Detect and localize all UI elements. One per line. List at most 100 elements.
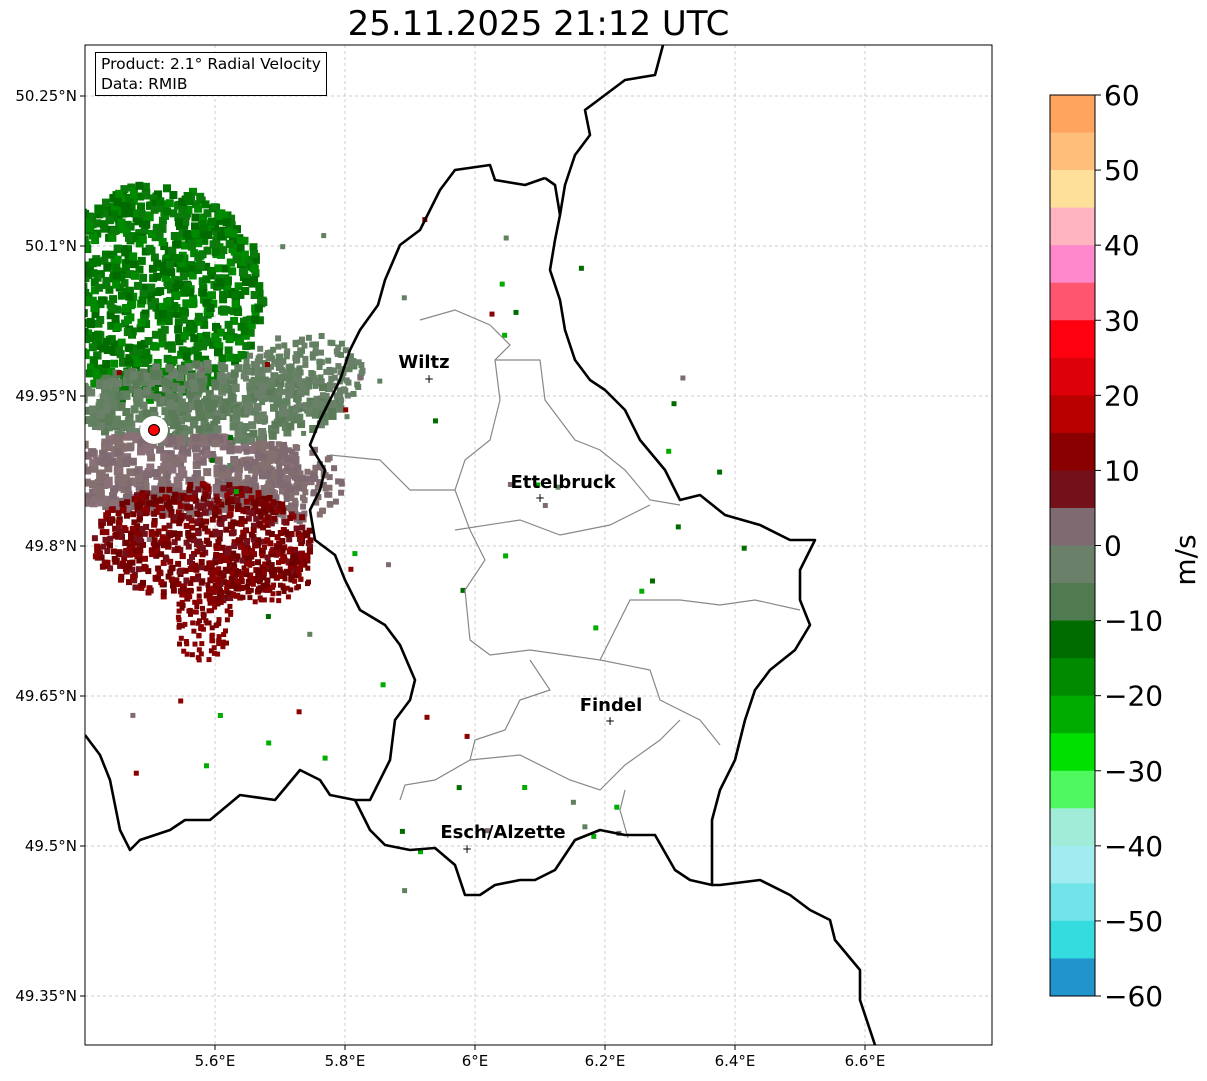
echo-pixel xyxy=(185,197,194,206)
echo-pixel xyxy=(101,427,109,436)
echo-pixel xyxy=(62,266,70,274)
lon-tick-label: 5.6°E xyxy=(195,1052,236,1070)
echo-pixel xyxy=(69,474,77,482)
echo-pixel xyxy=(308,370,315,376)
colorbar-tick-label: 60 xyxy=(1104,79,1140,112)
echo-pixel xyxy=(112,369,121,378)
echo-pixel xyxy=(328,411,337,420)
echo-pixel xyxy=(322,472,329,479)
echo-pixel xyxy=(187,482,194,488)
echo-pixel xyxy=(282,576,288,582)
echo-pixel xyxy=(224,320,233,329)
echo-pixel xyxy=(179,553,186,559)
echo-pixel xyxy=(250,264,259,273)
echo-pixel xyxy=(134,388,143,396)
echo-pixel xyxy=(187,558,193,565)
echo-pixel xyxy=(129,543,136,550)
echo-pixel xyxy=(139,525,146,532)
echo-pixel xyxy=(159,367,168,376)
lon-tick-label: 6.6°E xyxy=(845,1052,886,1070)
echo-pixel xyxy=(216,558,223,564)
echo-pixel xyxy=(147,378,155,387)
echo-pixel xyxy=(293,573,299,579)
echo-pixel xyxy=(170,302,179,310)
echo-pixel xyxy=(151,330,160,339)
echo-pixel xyxy=(256,416,265,425)
echo-pixel xyxy=(54,326,62,334)
lon-tick-label: 6.4°E xyxy=(715,1052,756,1070)
echo-pixel xyxy=(187,402,196,411)
echo-pixel xyxy=(210,420,219,429)
echo-pixel xyxy=(230,573,236,579)
echo-pixel xyxy=(202,434,211,443)
echo-pixel xyxy=(258,428,267,436)
echo-pixel xyxy=(185,234,194,243)
echo-pixel xyxy=(265,614,271,619)
echo-pixel xyxy=(287,515,294,521)
echo-pixel xyxy=(142,320,151,328)
echo-pixel xyxy=(296,379,303,386)
echo-pixel xyxy=(269,355,275,362)
echo-pixel xyxy=(234,435,243,444)
echo-pixel xyxy=(114,504,123,513)
longitude-axis: 5.6°E 5.8°E 6°E 6.2°E 6.4°E 6.6°E xyxy=(195,1045,886,1070)
echo-pixel xyxy=(301,485,307,492)
echo-pixel xyxy=(313,341,319,348)
echo-pixel xyxy=(126,579,132,586)
echo-pixel xyxy=(311,471,318,478)
echo-pixel xyxy=(142,564,149,571)
echo-pixel xyxy=(85,274,90,282)
echo-pixel xyxy=(283,568,289,574)
echo-pixel xyxy=(217,306,226,315)
map-frame xyxy=(84,44,993,1046)
echo-pixel xyxy=(196,192,205,201)
echo-pixel xyxy=(346,366,353,373)
echo-pixel xyxy=(60,268,68,276)
echo-pixel xyxy=(135,181,144,190)
echo-pixel xyxy=(90,304,99,312)
echo-pixel xyxy=(40,475,48,483)
echo-pixel xyxy=(149,412,158,420)
echo-pixel xyxy=(211,240,220,249)
echo-pixel xyxy=(319,508,325,515)
echo-pixel xyxy=(186,373,195,382)
echo-pixel xyxy=(200,626,206,632)
echo-pixel xyxy=(241,518,248,525)
echo-pixel xyxy=(174,218,183,227)
echo-pixel xyxy=(85,466,92,475)
echo-pixel xyxy=(160,593,167,600)
city-marker-icon: + xyxy=(462,842,472,856)
echo-pixel xyxy=(53,310,61,318)
echo-pixel xyxy=(231,562,237,568)
echo-pixel xyxy=(167,532,174,539)
echo-pixel xyxy=(58,276,66,284)
echo-pixel xyxy=(190,495,196,502)
echo-pixel xyxy=(217,250,225,259)
echo-pixel xyxy=(212,588,218,594)
echo-pixel xyxy=(204,500,211,507)
echo-pixel xyxy=(140,314,149,323)
echo-pixel xyxy=(154,542,161,549)
echo-pixel xyxy=(281,404,288,411)
echo-pixel xyxy=(213,560,219,566)
echo-pixel xyxy=(119,507,126,514)
echo-pixel xyxy=(124,417,133,426)
echo-pixel xyxy=(312,347,319,354)
echo-pixel xyxy=(241,331,250,340)
echo-pixel xyxy=(102,281,111,289)
echo-pixel xyxy=(239,543,245,549)
echo-pixel xyxy=(115,245,124,253)
echo-pixel xyxy=(312,464,319,471)
echo-pixel xyxy=(243,358,250,365)
echo-pixel xyxy=(119,560,126,567)
echo-pixel xyxy=(268,441,275,447)
echo-pixel xyxy=(138,235,147,244)
echo-pixel xyxy=(178,698,184,704)
echo-pixel xyxy=(332,498,339,505)
echo-pixel xyxy=(228,490,237,499)
echo-pixel xyxy=(126,563,133,570)
echo-pixel xyxy=(179,445,188,454)
echo-pixel xyxy=(275,457,281,464)
echo-pixel xyxy=(107,335,116,344)
colorbar-tick-label: 0 xyxy=(1104,530,1122,563)
